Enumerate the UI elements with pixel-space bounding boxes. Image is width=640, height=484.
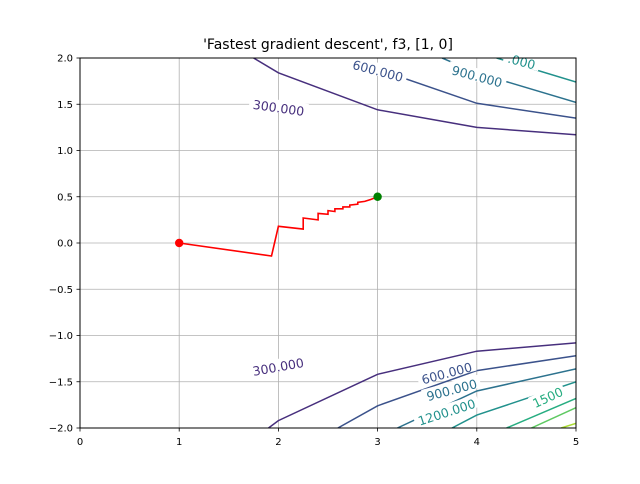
contour-label-bg [248, 95, 309, 117]
end-point-marker [373, 192, 382, 201]
contour-label-bg [247, 353, 309, 377]
contour-label-bg [447, 61, 508, 89]
contour-label-bg [347, 55, 409, 84]
x-tick-label: 5 [573, 437, 579, 448]
x-tick-label: 2 [275, 437, 281, 448]
contour-label-text: .000 [506, 51, 537, 73]
contour-line [268, 342, 576, 428]
start-point-marker [175, 238, 184, 248]
y-tick-label: −0.5 [49, 285, 73, 296]
contour-label-bg [527, 382, 567, 410]
chart-title: 'Fastest gradient descent', f3, [1, 0] [203, 37, 453, 53]
y-axis: −2.0 −1.5 −1.0 −0.5 0.0 0.5 1.0 1.5 2.0 [49, 54, 80, 435]
contour-label-bg [412, 394, 481, 428]
contour-line [560, 422, 576, 428]
contour-label-bg [421, 374, 482, 403]
y-tick-label: −2.0 [49, 424, 73, 435]
contour-label: 300.000 [248, 95, 309, 119]
contour-line [253, 58, 576, 136]
x-tick-label: 0 [77, 437, 83, 448]
y-tick-label: 1.0 [57, 146, 73, 157]
contour-label-text: 300.000 [252, 97, 305, 119]
contour-label-bg [416, 357, 477, 386]
contour-line [506, 397, 576, 428]
descent-path-line [179, 196, 378, 257]
contour-label-bg [502, 49, 542, 72]
contour-line [337, 355, 576, 428]
y-tick-label: −1.0 [49, 331, 73, 342]
contour-label: .000 [502, 49, 542, 73]
y-tick-label: −1.5 [49, 377, 73, 388]
x-tick-label: 4 [474, 437, 480, 448]
y-tick-label: 0.0 [57, 239, 73, 250]
x-axis: 0 1 2 3 4 5 [77, 428, 579, 448]
y-tick-label: 2.0 [57, 54, 73, 65]
y-tick-label: 1.5 [57, 100, 73, 111]
descent-path [175, 192, 382, 257]
x-tick-label: 1 [176, 437, 182, 448]
x-tick-label: 3 [374, 437, 380, 448]
y-tick-label: 0.5 [57, 192, 73, 203]
contour-line [531, 407, 576, 428]
